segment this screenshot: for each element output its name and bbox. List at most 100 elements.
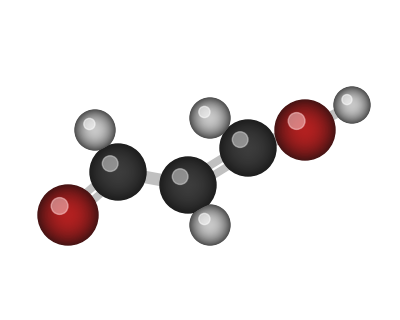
Circle shape [198, 106, 222, 131]
Circle shape [160, 157, 216, 213]
Circle shape [276, 101, 334, 158]
Circle shape [230, 130, 266, 166]
Circle shape [208, 116, 212, 119]
Circle shape [334, 87, 370, 123]
Circle shape [206, 221, 214, 229]
Circle shape [279, 104, 331, 156]
Circle shape [194, 101, 226, 134]
Circle shape [346, 99, 358, 111]
Circle shape [304, 129, 306, 131]
Circle shape [294, 119, 316, 141]
Circle shape [110, 164, 126, 180]
Circle shape [341, 94, 363, 116]
Circle shape [78, 113, 112, 147]
Circle shape [343, 96, 361, 114]
Circle shape [55, 202, 81, 228]
Circle shape [80, 115, 110, 145]
Circle shape [102, 156, 118, 172]
Circle shape [204, 220, 216, 230]
Circle shape [221, 121, 275, 175]
Circle shape [298, 123, 312, 137]
Circle shape [200, 215, 220, 235]
Circle shape [90, 124, 100, 135]
Circle shape [91, 145, 145, 199]
Circle shape [84, 119, 106, 140]
Circle shape [186, 184, 190, 186]
Circle shape [204, 219, 216, 231]
Circle shape [101, 155, 135, 189]
Circle shape [110, 164, 126, 180]
Circle shape [186, 183, 190, 187]
Circle shape [112, 166, 124, 178]
Circle shape [100, 154, 136, 190]
Circle shape [202, 217, 218, 233]
Circle shape [201, 109, 219, 127]
Circle shape [226, 125, 270, 170]
Circle shape [84, 118, 95, 130]
Circle shape [304, 129, 306, 132]
Circle shape [236, 136, 260, 160]
Circle shape [351, 104, 353, 106]
Circle shape [233, 133, 263, 163]
Circle shape [247, 147, 249, 149]
Circle shape [97, 151, 139, 193]
Circle shape [181, 178, 195, 192]
Circle shape [114, 168, 122, 176]
Circle shape [107, 161, 129, 183]
Circle shape [94, 148, 142, 196]
Circle shape [296, 121, 314, 139]
Circle shape [340, 93, 364, 117]
Circle shape [208, 223, 212, 227]
Circle shape [282, 107, 328, 153]
Circle shape [60, 207, 76, 223]
Circle shape [345, 98, 359, 112]
Circle shape [66, 213, 70, 217]
Circle shape [98, 152, 138, 192]
Circle shape [114, 169, 122, 175]
Circle shape [291, 116, 319, 144]
Circle shape [199, 106, 210, 117]
Circle shape [204, 113, 216, 124]
Circle shape [96, 149, 140, 194]
Circle shape [117, 171, 119, 173]
Circle shape [117, 171, 120, 173]
Circle shape [348, 101, 356, 109]
Circle shape [44, 191, 92, 239]
Circle shape [292, 116, 318, 143]
Circle shape [173, 170, 203, 200]
Circle shape [192, 100, 228, 137]
Circle shape [205, 113, 215, 123]
Circle shape [199, 107, 221, 129]
Circle shape [283, 108, 327, 152]
Circle shape [244, 144, 252, 152]
Circle shape [338, 92, 366, 118]
Circle shape [240, 140, 256, 156]
Circle shape [203, 111, 217, 125]
Circle shape [229, 129, 267, 167]
Circle shape [286, 111, 324, 149]
Circle shape [52, 199, 84, 231]
Circle shape [173, 170, 204, 200]
Circle shape [207, 222, 213, 228]
Circle shape [166, 163, 210, 207]
Circle shape [288, 113, 322, 147]
Circle shape [46, 193, 90, 237]
Circle shape [50, 197, 86, 233]
Circle shape [220, 120, 276, 176]
Circle shape [64, 211, 72, 219]
Circle shape [205, 220, 215, 230]
Circle shape [195, 210, 225, 240]
Circle shape [170, 167, 206, 203]
Circle shape [49, 196, 87, 234]
Circle shape [246, 146, 250, 150]
Circle shape [108, 162, 128, 182]
Circle shape [187, 184, 189, 186]
Circle shape [207, 115, 213, 121]
Circle shape [54, 201, 82, 229]
Circle shape [347, 100, 357, 110]
Circle shape [52, 198, 84, 231]
Circle shape [234, 134, 262, 162]
Circle shape [108, 162, 128, 182]
Circle shape [94, 148, 142, 196]
Circle shape [80, 115, 110, 146]
